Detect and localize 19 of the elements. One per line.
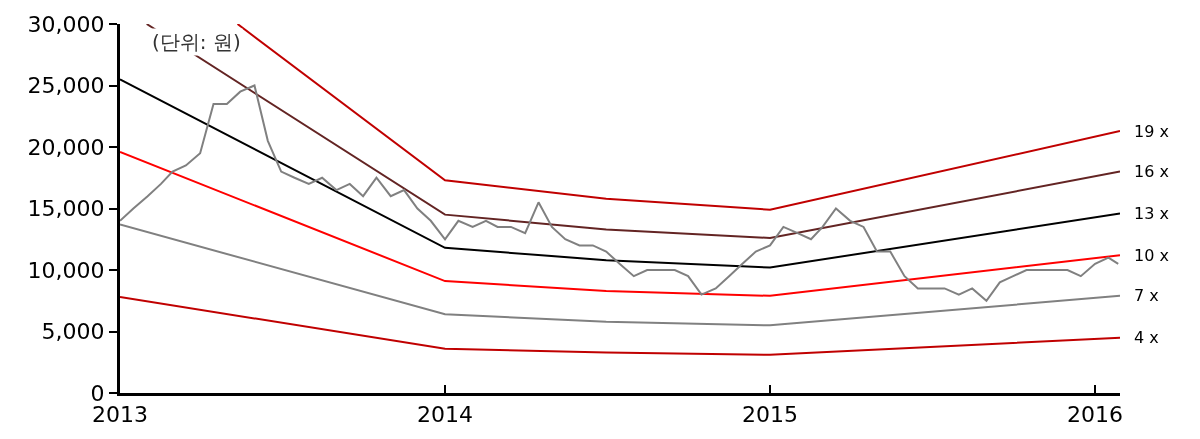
series-label: 4 x xyxy=(1134,328,1159,347)
series-label: 19 x xyxy=(1134,122,1169,141)
y-tick-label: 25,000 xyxy=(27,73,105,99)
x-tick-label: 2014 xyxy=(417,402,474,428)
line-series xyxy=(120,150,1120,297)
series-label: 10 x xyxy=(1134,246,1169,265)
x-tick-label: 2016 xyxy=(1067,402,1124,428)
line-series xyxy=(120,296,1120,356)
y-tick-label: 10,000 xyxy=(27,257,105,283)
series-label: 13 x xyxy=(1134,204,1169,223)
y-tick-label: 5,000 xyxy=(41,319,105,345)
series-label: 16 x xyxy=(1134,162,1169,181)
y-tick-label: 30,000 xyxy=(27,11,105,37)
y-tick-label: 20,000 xyxy=(27,134,105,160)
series-label: 7 x xyxy=(1134,286,1159,305)
annotation: (단위: 원) xyxy=(152,30,241,54)
x-tick-label: 2015 xyxy=(742,402,799,428)
line-series xyxy=(145,24,1120,240)
y-tick-label: 15,000 xyxy=(27,196,105,222)
